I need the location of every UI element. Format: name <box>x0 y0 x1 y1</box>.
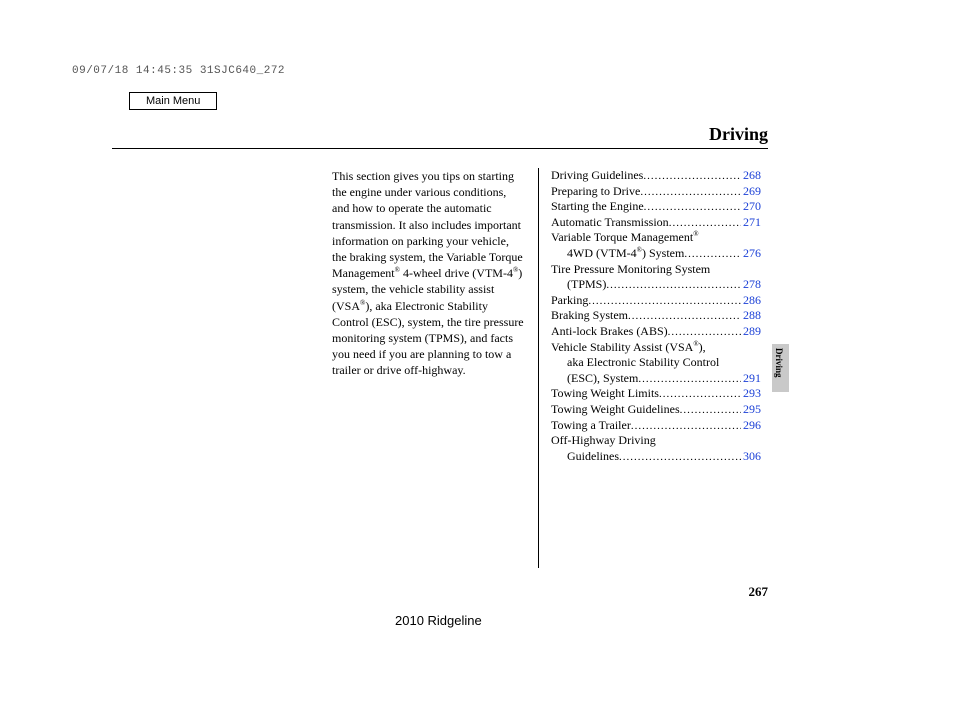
toc-leader-dots <box>668 325 741 339</box>
toc-label: Towing Weight Guidelines <box>551 402 680 418</box>
toc-entry: Off-Highway Driving <box>551 433 761 449</box>
toc-label: Off-Highway Driving <box>551 433 656 449</box>
footer-model: 2010 Ridgeline <box>395 613 482 628</box>
toc-page-link[interactable]: 288 <box>741 308 761 324</box>
intro-paragraph: This section gives you tips on starting … <box>332 168 539 568</box>
toc-label: Preparing to Drive <box>551 184 640 200</box>
toc-page-link[interactable]: 293 <box>741 386 761 402</box>
toc-label: Driving Guidelines <box>551 168 643 184</box>
toc-entry[interactable]: (TPMS) 278 <box>551 277 761 293</box>
toc-leader-dots <box>643 169 741 183</box>
header-stamp: 09/07/18 14:45:35 31SJC640_272 <box>72 65 285 77</box>
toc-label: Vehicle Stability Assist (VSA®), <box>551 340 706 356</box>
toc-leader-dots <box>640 185 741 199</box>
toc-leader-dots <box>619 450 741 464</box>
content-columns: This section gives you tips on starting … <box>332 168 762 568</box>
toc-page-link[interactable]: 286 <box>741 293 761 309</box>
toc-label: Tire Pressure Monitoring System <box>551 262 710 278</box>
toc-leader-dots <box>680 403 741 417</box>
toc-entry[interactable]: Towing Weight Guidelines 295 <box>551 402 761 418</box>
toc-entry[interactable]: Anti-lock Brakes (ABS) 289 <box>551 324 761 340</box>
toc-leader-dots <box>628 309 741 323</box>
toc-entry: Variable Torque Management® <box>551 230 761 246</box>
toc-leader-dots <box>606 278 741 292</box>
toc-label: Variable Torque Management® <box>551 230 699 246</box>
toc-label: Automatic Transmission <box>551 215 669 231</box>
table-of-contents: Driving Guidelines 268 Preparing to Drive 2… <box>538 168 761 568</box>
toc-entry[interactable]: 4WD (VTM-4®) System 276 <box>551 246 761 262</box>
toc-label: Braking System <box>551 308 628 324</box>
toc-page-link[interactable]: 278 <box>741 277 761 293</box>
toc-label: Starting the Engine <box>551 199 644 215</box>
toc-entry[interactable]: Starting the Engine 270 <box>551 199 761 215</box>
toc-page-link[interactable]: 271 <box>741 215 761 231</box>
toc-entry[interactable]: Driving Guidelines 268 <box>551 168 761 184</box>
toc-entry[interactable]: Parking 286 <box>551 293 761 309</box>
toc-entry: Tire Pressure Monitoring System <box>551 262 761 278</box>
toc-entry[interactable]: Towing Weight Limits 293 <box>551 386 761 402</box>
toc-leader-dots <box>588 294 741 308</box>
toc-entry[interactable]: Towing a Trailer 296 <box>551 418 761 434</box>
main-menu-button[interactable]: Main Menu <box>129 92 217 110</box>
toc-entry: aka Electronic Stability Control <box>551 355 761 371</box>
page-number: 267 <box>749 584 769 600</box>
toc-entry: Vehicle Stability Assist (VSA®), <box>551 340 761 356</box>
toc-page-link[interactable]: 291 <box>741 371 761 387</box>
toc-page-link[interactable]: 269 <box>741 184 761 200</box>
toc-page-link[interactable]: 289 <box>741 324 761 340</box>
toc-page-link[interactable]: 295 <box>741 402 761 418</box>
page-title: Driving <box>709 124 768 145</box>
toc-label: 4WD (VTM-4®) System <box>567 246 684 262</box>
toc-label: Parking <box>551 293 588 309</box>
section-tab-label: Driving <box>774 348 784 378</box>
toc-leader-dots <box>659 387 741 401</box>
toc-label: Towing Weight Limits <box>551 386 659 402</box>
toc-leader-dots <box>669 216 741 230</box>
toc-label: Towing a Trailer <box>551 418 631 434</box>
toc-entry[interactable]: (ESC), System 291 <box>551 371 761 387</box>
toc-page-link[interactable]: 296 <box>741 418 761 434</box>
header-rule <box>112 148 768 149</box>
toc-entry[interactable]: Braking System 288 <box>551 308 761 324</box>
toc-entry[interactable]: Automatic Transmission 271 <box>551 215 761 231</box>
toc-entry[interactable]: Guidelines 306 <box>551 449 761 465</box>
toc-page-link[interactable]: 276 <box>741 246 761 262</box>
toc-page-link[interactable]: 270 <box>741 199 761 215</box>
toc-leader-dots <box>638 372 741 386</box>
toc-label: (ESC), System <box>567 371 638 387</box>
toc-entry[interactable]: Preparing to Drive 269 <box>551 184 761 200</box>
toc-leader-dots <box>644 200 741 214</box>
toc-page-link[interactable]: 268 <box>741 168 761 184</box>
toc-label: Guidelines <box>567 449 619 465</box>
toc-label: aka Electronic Stability Control <box>567 355 719 371</box>
toc-page-link[interactable]: 306 <box>741 449 761 465</box>
toc-label: Anti-lock Brakes (ABS) <box>551 324 668 340</box>
toc-leader-dots <box>631 419 741 433</box>
toc-leader-dots <box>684 247 741 261</box>
toc-label: (TPMS) <box>567 277 606 293</box>
